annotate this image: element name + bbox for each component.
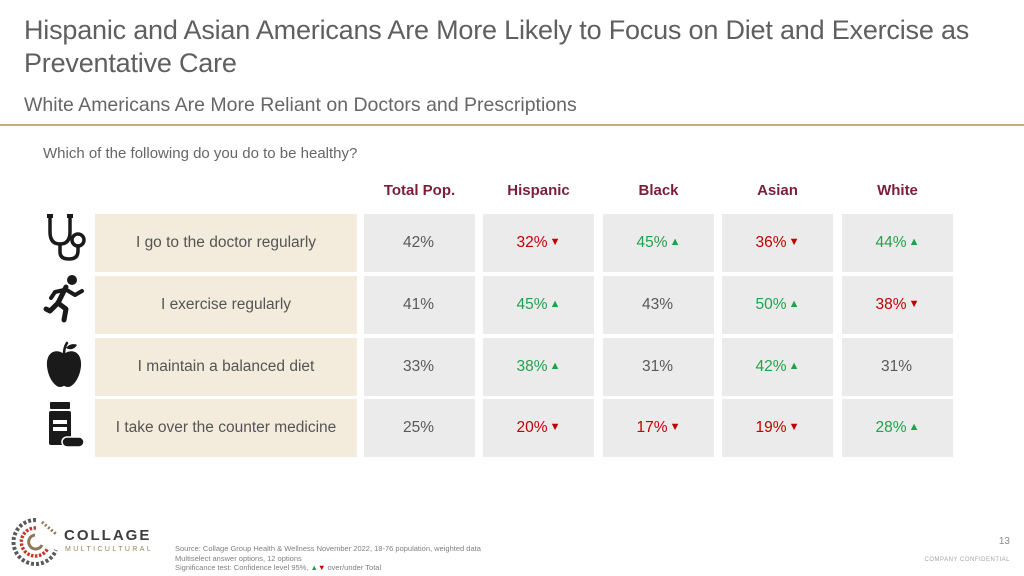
row-label-doctor: I go to the doctor regularly: [95, 214, 357, 272]
cell-value: 42%: [402, 234, 435, 251]
cell-value: 50%: [755, 296, 787, 313]
cell-exercise-asian: 50% ▲: [722, 276, 833, 334]
column-header-black: Black: [638, 182, 679, 199]
column-header-asian: Asian: [757, 182, 798, 199]
cell-value: 45%: [636, 234, 668, 251]
significance-text: Significance test: Confidence level 95%,: [175, 563, 309, 572]
significance-suffix: over/under Total: [327, 563, 382, 572]
cell-diet-hispanic: 38% ▲: [483, 338, 594, 396]
cell-doctor-asian: 36% ▼: [722, 214, 833, 272]
source-line-1: Source: Collage Group Health & Wellness …: [175, 544, 481, 553]
trend-arrow-icon: ▲: [549, 360, 561, 372]
trend-arrow-icon: ▲: [788, 298, 800, 310]
cell-value: 20%: [516, 419, 548, 436]
collage-logo-icon: [11, 517, 58, 566]
cell-exercise-hispanic: 45% ▲: [483, 276, 594, 334]
cell-doctor-total: 42%: [364, 214, 475, 272]
cell-value: 45%: [516, 296, 548, 313]
source-line-2: Multiselect answer options, 12 options: [175, 553, 302, 563]
column-header-total: Total Pop.: [383, 182, 456, 199]
confidential-label: COMPANY CONFIDENTIAL: [924, 557, 1010, 563]
cell-exercise-black: 43%: [603, 276, 714, 334]
slide-subtitle: White Americans Are More Reliant on Doct…: [24, 94, 577, 116]
cell-value: 28%: [875, 419, 907, 436]
logo-wordmark: COLLAGE: [64, 527, 152, 544]
cell-value: 38%: [516, 358, 548, 375]
cell-value: 33%: [402, 358, 435, 375]
cell-value: 17%: [636, 419, 668, 436]
cell-doctor-hispanic: 32% ▼: [483, 214, 594, 272]
trend-arrow-icon: ▼: [908, 298, 920, 310]
trend-arrow-icon: ▼: [549, 421, 561, 433]
slide-title: Hispanic and Asian Americans Are More Li…: [24, 15, 970, 78]
title-divider: [0, 124, 1024, 126]
trend-arrow-icon: ▲: [908, 236, 920, 248]
row-label-medicine: I take over the counter medicine: [95, 399, 357, 457]
trend-arrow-icon: ▲: [549, 298, 561, 310]
cell-diet-asian: 42% ▲: [722, 338, 833, 396]
trend-arrow-icon: ▲: [669, 236, 681, 248]
cell-value: 43%: [641, 296, 674, 313]
source-line-3: Significance test: Confidence level 95%,…: [175, 563, 481, 573]
cell-value: 42%: [755, 358, 787, 375]
cell-doctor-white: 44% ▲: [842, 214, 953, 272]
cell-value: 25%: [402, 419, 435, 436]
cell-value: 38%: [875, 296, 907, 313]
cell-medicine-hispanic: 20% ▼: [483, 399, 594, 457]
trend-arrow-icon: ▲: [908, 421, 920, 433]
cell-value: 31%: [641, 358, 674, 375]
trend-arrow-icon: ▼: [549, 236, 561, 248]
cell-medicine-total: 25%: [364, 399, 475, 457]
running-person-icon: [43, 275, 84, 323]
cell-value: 44%: [875, 234, 907, 251]
page-number: 13: [998, 536, 1010, 547]
cell-medicine-white: 28% ▲: [842, 399, 953, 457]
row-label-exercise: I exercise regularly: [95, 276, 357, 334]
trend-arrow-icon: ▼: [788, 236, 800, 248]
cell-exercise-white: 38% ▼: [842, 276, 953, 334]
cell-value: 31%: [880, 358, 913, 375]
trend-arrow-icon: ▼: [788, 421, 800, 433]
cell-exercise-total: 41%: [364, 276, 475, 334]
cell-value: 36%: [755, 234, 787, 251]
cell-diet-black: 31%: [603, 338, 714, 396]
cell-value: 19%: [755, 419, 787, 436]
cell-doctor-black: 45% ▲: [603, 214, 714, 272]
cell-diet-white: 31%: [842, 338, 953, 396]
down-arrow-icon: ▼: [317, 563, 326, 572]
cell-value: 32%: [516, 234, 548, 251]
source-note: Source: Collage Group Health & Wellness …: [175, 544, 481, 573]
trend-arrow-icon: ▼: [669, 421, 681, 433]
stethoscope-icon: [47, 214, 86, 261]
logo-subtitle: MULTICULTURAL: [65, 546, 154, 553]
cell-medicine-black: 17% ▼: [603, 399, 714, 457]
row-label-diet: I maintain a balanced diet: [95, 338, 357, 396]
cell-medicine-asian: 19% ▼: [722, 399, 833, 457]
medicine-bottle-icon: [49, 402, 85, 448]
cell-diet-total: 33%: [364, 338, 475, 396]
column-header-white: White: [877, 182, 918, 199]
column-header-hispanic: Hispanic: [507, 182, 570, 199]
up-arrow-icon: ▲: [310, 563, 318, 572]
apple-icon: [46, 341, 82, 387]
survey-question: Which of the following do you do to be h…: [43, 145, 358, 162]
trend-arrow-icon: ▲: [788, 360, 800, 372]
cell-value: 41%: [402, 296, 435, 313]
